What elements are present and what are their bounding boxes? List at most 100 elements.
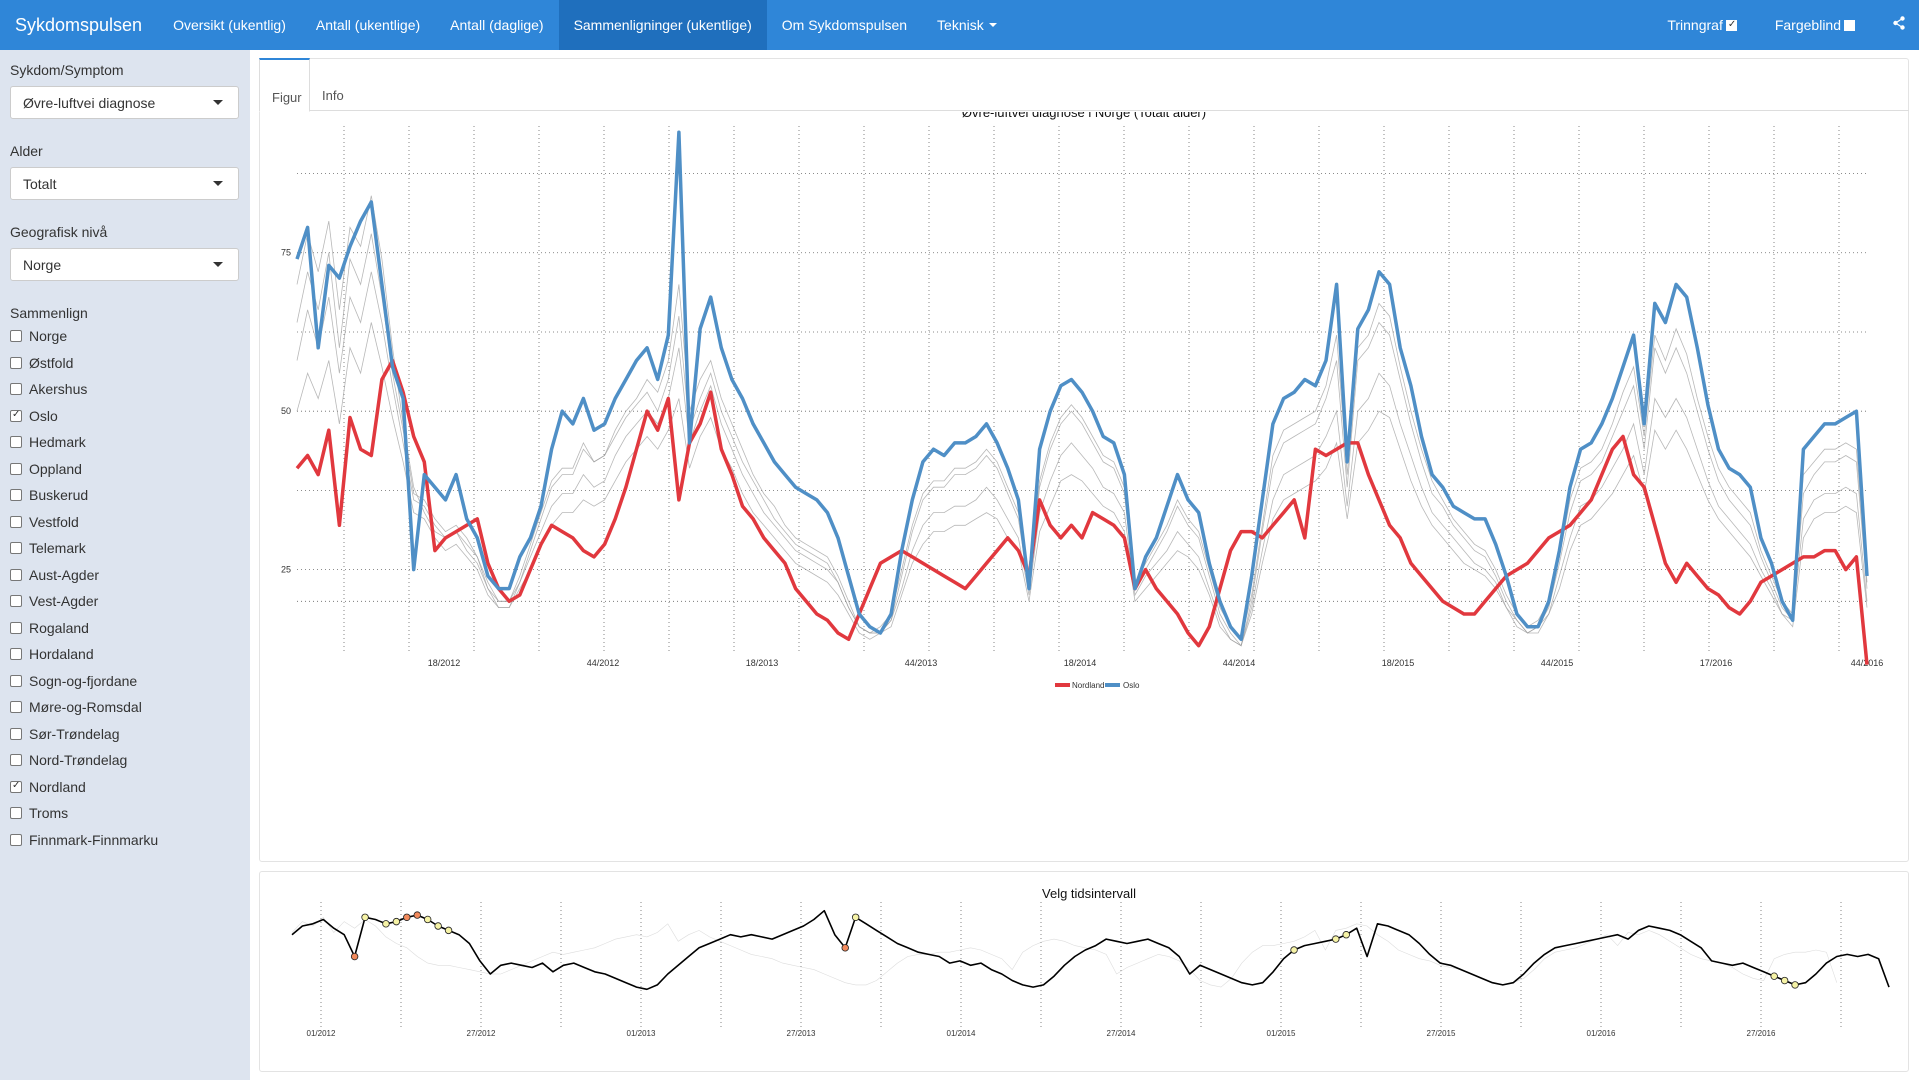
compare-option-label: Hedmark (29, 434, 86, 451)
x-tick-label: 18/2014 (1064, 658, 1097, 668)
x-tick-label: 18/2012 (428, 658, 461, 668)
fargeblind-toggle[interactable]: Fargeblind (1775, 17, 1855, 33)
compare-option-finnmark-finnmarku[interactable]: Finnmark-Finnmarku (10, 827, 240, 854)
compare-option-akershus[interactable]: Akershus (10, 376, 240, 403)
compare-option-label: Telemark (29, 540, 86, 557)
chevron-down-icon (213, 262, 223, 267)
trinngraf-checkbox[interactable] (1725, 19, 1737, 31)
alert-marker-medium (851, 913, 860, 921)
compare-checkbox[interactable] (10, 621, 22, 634)
compare-checkbox[interactable] (10, 489, 22, 502)
compare-checkbox[interactable] (10, 595, 22, 608)
geo-select[interactable]: Norge (10, 248, 239, 281)
range-x-tick-label: 01/2015 (1267, 1029, 1296, 1038)
series-line-oslo (295, 130, 1869, 642)
compare-option-sør-trøndelag[interactable]: Sør-Trøndelag (10, 721, 240, 748)
compare-checkbox[interactable] (10, 727, 22, 740)
compare-option-label: Nord-Trøndelag (29, 752, 128, 769)
compare-checkbox[interactable] (10, 356, 22, 369)
compare-checkbox[interactable] (10, 436, 22, 449)
alert-marker-medium (423, 915, 432, 924)
compare-checkbox[interactable] (10, 568, 22, 581)
compare-option-label: Sør-Trøndelag (29, 725, 120, 742)
compare-checkbox[interactable] (10, 409, 22, 422)
compare-option-oppland[interactable]: Oppland (10, 456, 240, 483)
compare-checkbox-list: Norge Østfold Akershus Oslo Hedmark Oppland Bu… (10, 323, 240, 853)
range-x-tick-label: 27/2012 (467, 1029, 496, 1038)
compare-option-label: Norge (29, 328, 68, 345)
brand-title[interactable]: Sykdomspulsen (15, 14, 143, 35)
compare-option-troms[interactable]: Troms (10, 800, 240, 827)
compare-checkbox[interactable] (10, 807, 22, 820)
compare-checkbox[interactable] (10, 833, 22, 846)
geo-label: Geografisk nivå (10, 224, 108, 240)
fargeblind-checkbox[interactable] (1844, 19, 1855, 31)
compare-option-rogaland[interactable]: Rogaland (10, 615, 240, 642)
nav-om-sykdomspulsen[interactable]: Om Sykdomspulsen (781, 17, 908, 33)
compare-option-hedmark[interactable]: Hedmark (10, 429, 240, 456)
compare-option-aust-agder[interactable]: Aust-Agder (10, 562, 240, 589)
compare-option-label: Østfold (29, 354, 74, 371)
nav-sammenligninger[interactable]: Sammenligninger (ukentlige) (558, 0, 767, 50)
compare-option-nord-trøndelag[interactable]: Nord-Trøndelag (10, 747, 240, 774)
series-line-background-2 (296, 271, 1868, 647)
alert-marker-medium (1791, 981, 1799, 989)
alert-marker-high (350, 952, 359, 961)
tab-figur[interactable]: Figur (259, 58, 310, 112)
trinngraf-toggle[interactable]: Trinngraf (1667, 17, 1737, 33)
disease-select-value: Øvre-luftvei diagnose (23, 94, 156, 111)
compare-option-label: Nordland (29, 778, 86, 795)
x-tick-label: 18/2015 (1382, 658, 1415, 668)
legend-label-oslo: Oslo (1123, 681, 1140, 690)
series-line-nordland (295, 358, 1869, 665)
compare-option-sogn-og-fjordane[interactable]: Sogn-og-fjordane (10, 668, 240, 695)
compare-option-østfold[interactable]: Østfold (10, 350, 240, 377)
navbar: Sykdomspulsen Oversikt (ukentlig) Antall… (0, 0, 1919, 50)
fargeblind-label: Fargeblind (1774, 17, 1841, 33)
legend-swatch-nordland (1055, 683, 1070, 687)
range-x-tick-label: 27/2016 (1747, 1029, 1776, 1038)
alert-marker-medium (444, 926, 453, 935)
legend-label-nordland: Nordland (1072, 681, 1104, 690)
alert-marker-medium (361, 913, 369, 921)
alert-marker-medium (1780, 976, 1789, 985)
alert-marker-medium (392, 917, 401, 926)
compare-checkbox[interactable] (10, 330, 22, 343)
compare-option-label: Finnmark-Finnmarku (29, 831, 159, 848)
compare-option-vest-agder[interactable]: Vest-Agder (10, 588, 240, 615)
compare-option-label: Troms (29, 805, 69, 822)
compare-checkbox[interactable] (10, 754, 22, 767)
compare-option-norge[interactable]: Norge (10, 323, 240, 350)
compare-option-hordaland[interactable]: Hordaland (10, 641, 240, 668)
range-series-line (291, 909, 1890, 991)
nav-antall-daglige[interactable]: Antall (daglige) (450, 17, 544, 33)
compare-option-nordland[interactable]: Nordland (10, 774, 240, 801)
compare-checkbox[interactable] (10, 542, 22, 555)
compare-option-buskerud[interactable]: Buskerud (10, 482, 240, 509)
nav-antall-ukentlige[interactable]: Antall (ukentlige) (315, 17, 421, 33)
compare-checkbox[interactable] (10, 674, 22, 687)
compare-label: Sammenlign (10, 305, 88, 321)
compare-checkbox[interactable] (10, 701, 22, 714)
compare-checkbox[interactable] (10, 648, 22, 661)
time-range-chart[interactable]: Velg tidsintervall 01/2012 27/2012 01/2013 2… (259, 872, 1909, 1072)
compare-option-møre-og-romsdal[interactable]: Møre-og-Romsdal (10, 694, 240, 721)
nav-teknisk-dropdown[interactable]: Teknisk (922, 0, 1012, 50)
compare-option-vestfold[interactable]: Vestfold (10, 509, 240, 536)
compare-option-label: Akershus (29, 381, 88, 398)
compare-option-label: Møre-og-Romsdal (29, 699, 142, 716)
age-select[interactable]: Totalt (10, 167, 239, 200)
compare-option-oslo[interactable]: Oslo (10, 403, 240, 430)
compare-checkbox[interactable] (10, 462, 22, 475)
share-icon[interactable] (1893, 15, 1905, 35)
compare-checkbox[interactable] (10, 780, 22, 793)
nav-oversikt[interactable]: Oversikt (ukentlig) (173, 17, 286, 33)
compare-option-telemark[interactable]: Telemark (10, 535, 240, 562)
nav-teknisk-label: Teknisk (937, 17, 984, 33)
tab-info[interactable]: Info (322, 88, 344, 103)
range-x-tick-label: 01/2012 (307, 1029, 336, 1038)
disease-select[interactable]: Øvre-luftvei diagnose (10, 86, 239, 119)
compare-checkbox[interactable] (10, 515, 22, 528)
compare-checkbox[interactable] (10, 383, 22, 396)
compare-option-label: Sogn-og-fjordane (29, 672, 138, 689)
